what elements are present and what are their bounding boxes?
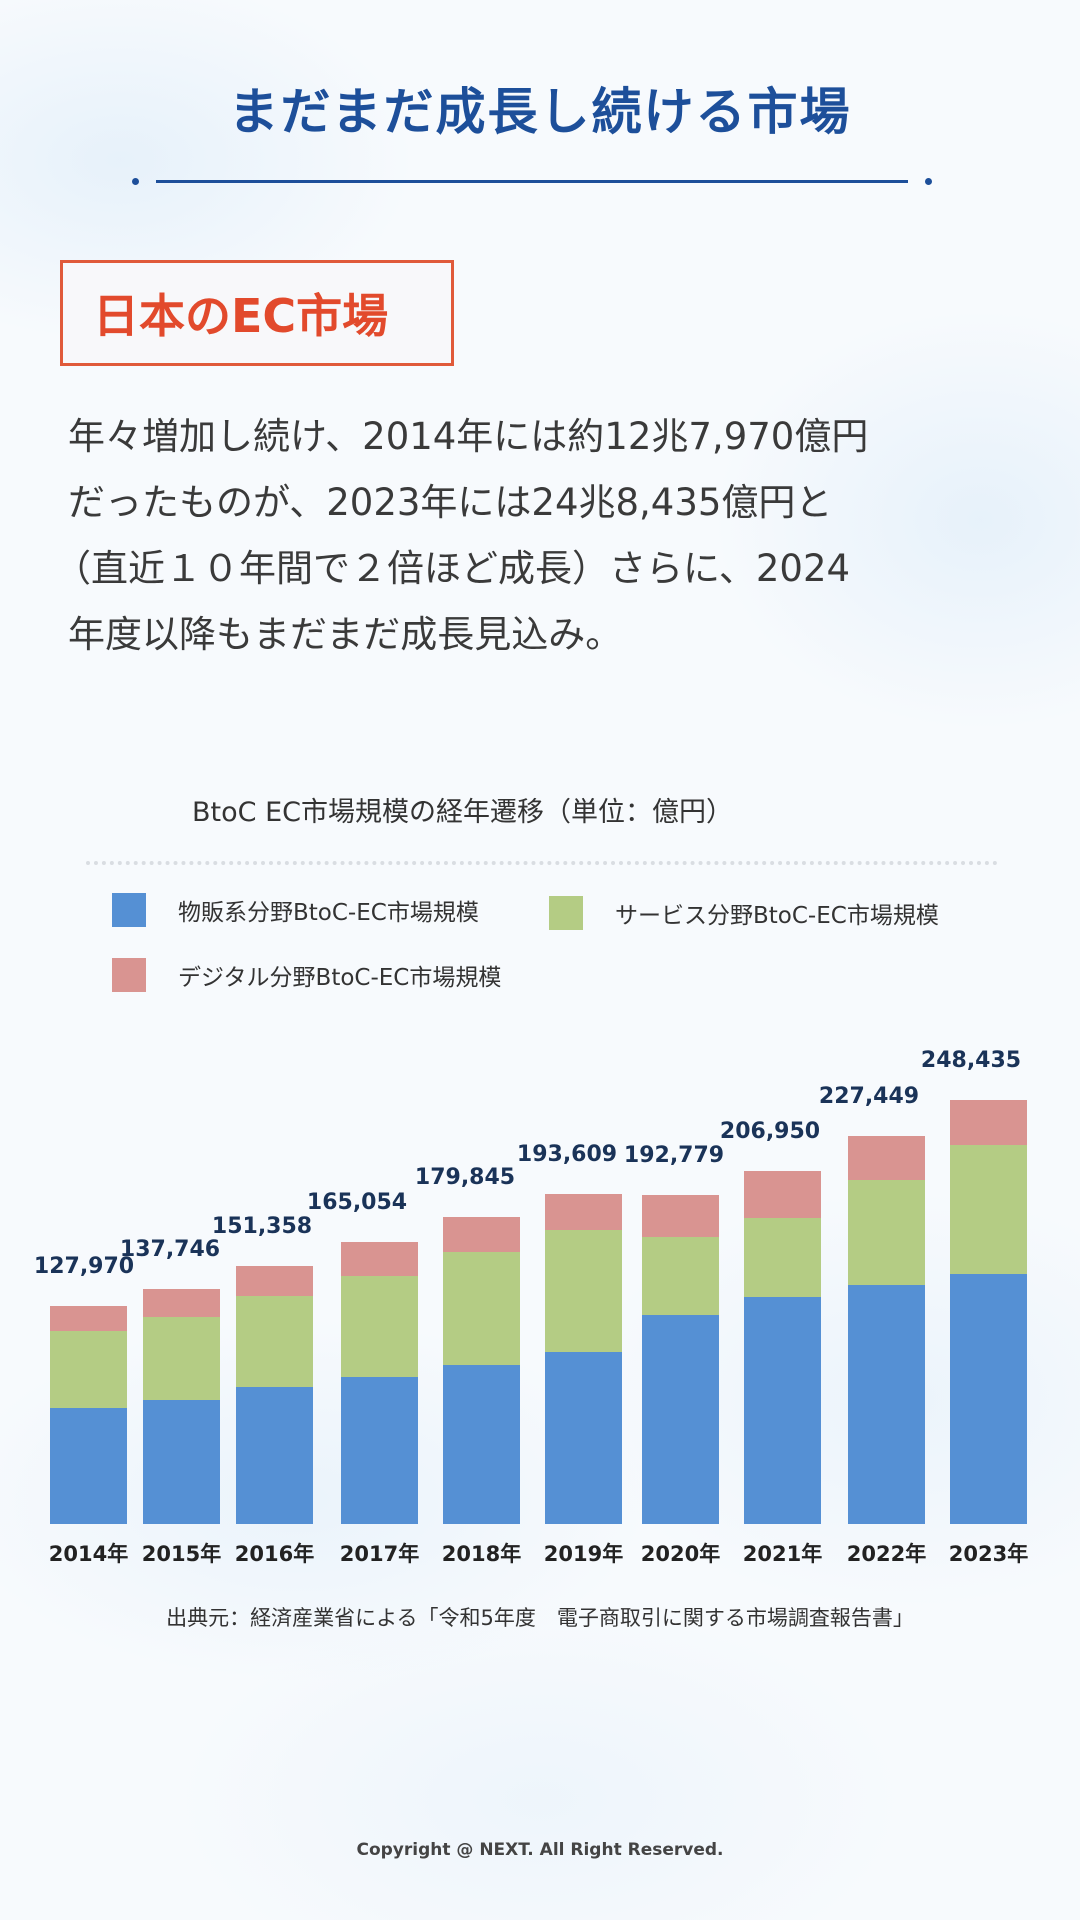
bar-total-label: 248,435	[920, 1048, 1022, 1073]
bar-segment-services	[143, 1316, 220, 1401]
description-line: だったものが、2023年には24兆8,435億円と	[68, 481, 833, 524]
bar-segment-services	[545, 1230, 622, 1353]
legend-swatch-goods	[112, 893, 146, 927]
legend-label: デジタル分野BtoC-EC市場規模	[178, 965, 502, 991]
bar-total-label: 151,358	[211, 1213, 313, 1239]
legend-swatch-digital	[112, 958, 146, 992]
bar-segment-services	[341, 1275, 418, 1378]
bar-segment-services	[642, 1236, 719, 1316]
source-citation: 出典元：経済産業省による「令和5年度 電子商取引に関する市場調査報告書」	[166, 1606, 914, 1630]
legend-item-digital: デジタル分野BtoC-EC市場規模	[112, 958, 501, 992]
chart-title: BtoC EC市場規模の経年遷移（単位：億円）	[192, 797, 733, 828]
x-axis-label: 2018年	[441, 1542, 522, 1566]
x-axis-label: 2022年	[846, 1542, 927, 1566]
bar-total-label: 206,950	[719, 1118, 821, 1144]
divider-dot-left	[132, 178, 139, 185]
bar-segment-services	[50, 1331, 127, 1408]
bar-segment-services	[236, 1296, 313, 1388]
bar-total-label: 179,845	[414, 1165, 516, 1191]
legend-item-goods: 物販系分野BtoC-EC市場規模	[112, 893, 479, 927]
bar-segment-goods	[443, 1365, 520, 1524]
divider-line	[156, 180, 908, 183]
bar-segment-services	[848, 1180, 925, 1286]
legend-label: サービス分野BtoC-EC市場規模	[615, 903, 939, 929]
x-axis-label: 2023年	[948, 1542, 1029, 1566]
bar-2017年	[341, 1242, 418, 1524]
legend-swatch-services	[549, 896, 583, 930]
x-axis-label: 2021年	[742, 1542, 823, 1566]
bar-segment-digital	[744, 1170, 821, 1218]
section-heading-box: 日本のEC市場	[60, 260, 454, 366]
copyright-footer: Copyright @ NEXT. All Right Reserved.	[356, 1840, 724, 1860]
description-paragraph: 年々増加し続け、2014年には約12兆7,970億円 だったものが、2023年に…	[54, 404, 968, 668]
bar-segment-services	[443, 1251, 520, 1366]
x-axis-label: 2014年	[48, 1542, 129, 1566]
bar-total-label: 127,970	[33, 1253, 135, 1279]
bar-2016年	[236, 1265, 313, 1524]
bar-total-label: 192,779	[623, 1142, 725, 1168]
bar-segment-goods	[744, 1297, 821, 1524]
bar-2021年	[744, 1170, 821, 1524]
x-axis-label: 2020年	[640, 1542, 721, 1566]
bar-segment-digital	[950, 1100, 1027, 1146]
bar-2020年	[642, 1194, 719, 1524]
bar-total-label: 193,609	[516, 1141, 618, 1167]
bar-segment-digital	[848, 1135, 925, 1181]
bar-segment-goods	[143, 1400, 220, 1524]
bar-2023年	[950, 1100, 1027, 1524]
bar-segment-goods	[545, 1352, 622, 1524]
bar-segment-digital	[143, 1288, 220, 1317]
bar-2018年	[443, 1217, 520, 1524]
bar-2022年	[848, 1135, 925, 1524]
page-title: まだまだ成長し続ける市場	[228, 83, 852, 141]
section-heading: 日本のEC市場	[93, 289, 389, 343]
bar-segment-digital	[443, 1217, 520, 1252]
bar-total-label: 137,746	[119, 1236, 221, 1262]
bar-segment-goods	[341, 1377, 418, 1524]
x-axis-label: 2017年	[339, 1542, 420, 1566]
description-line: （直近１０年間で２倍ほど成長）さらに、2024	[54, 547, 851, 590]
description-line: 年々増加し続け、2014年には約12兆7,970億円	[68, 415, 869, 458]
dotted-divider	[86, 861, 998, 865]
bar-segment-goods	[848, 1285, 925, 1524]
bar-total-label: 227,449	[818, 1083, 920, 1109]
bar-segment-goods	[50, 1407, 127, 1524]
legend-label: 物販系分野BtoC-EC市場規模	[178, 900, 479, 926]
bar-segment-goods	[642, 1315, 719, 1524]
divider-dot-right	[925, 178, 932, 185]
bar-segment-goods	[950, 1273, 1027, 1524]
bar-2019年	[545, 1193, 622, 1524]
x-axis-label: 2016年	[234, 1542, 315, 1566]
bar-2015年	[143, 1288, 220, 1524]
legend-item-services: サービス分野BtoC-EC市場規模	[549, 896, 939, 930]
bar-segment-digital	[50, 1305, 127, 1332]
bar-segment-digital	[341, 1242, 418, 1276]
bar-segment-goods	[236, 1387, 313, 1524]
bar-segment-digital	[642, 1194, 719, 1237]
description-line: 年度以降もまだまだ成長見込み。	[68, 613, 623, 656]
x-axis-label: 2015年	[141, 1542, 222, 1566]
bar-segment-services	[950, 1145, 1027, 1274]
title-divider	[132, 176, 932, 186]
bar-total-label: 165,054	[306, 1190, 408, 1216]
bar-segment-services	[744, 1218, 821, 1298]
bar-segment-digital	[545, 1193, 622, 1231]
bar-2014年	[50, 1305, 127, 1524]
bar-segment-digital	[236, 1265, 313, 1297]
x-axis-label: 2019年	[543, 1542, 624, 1566]
